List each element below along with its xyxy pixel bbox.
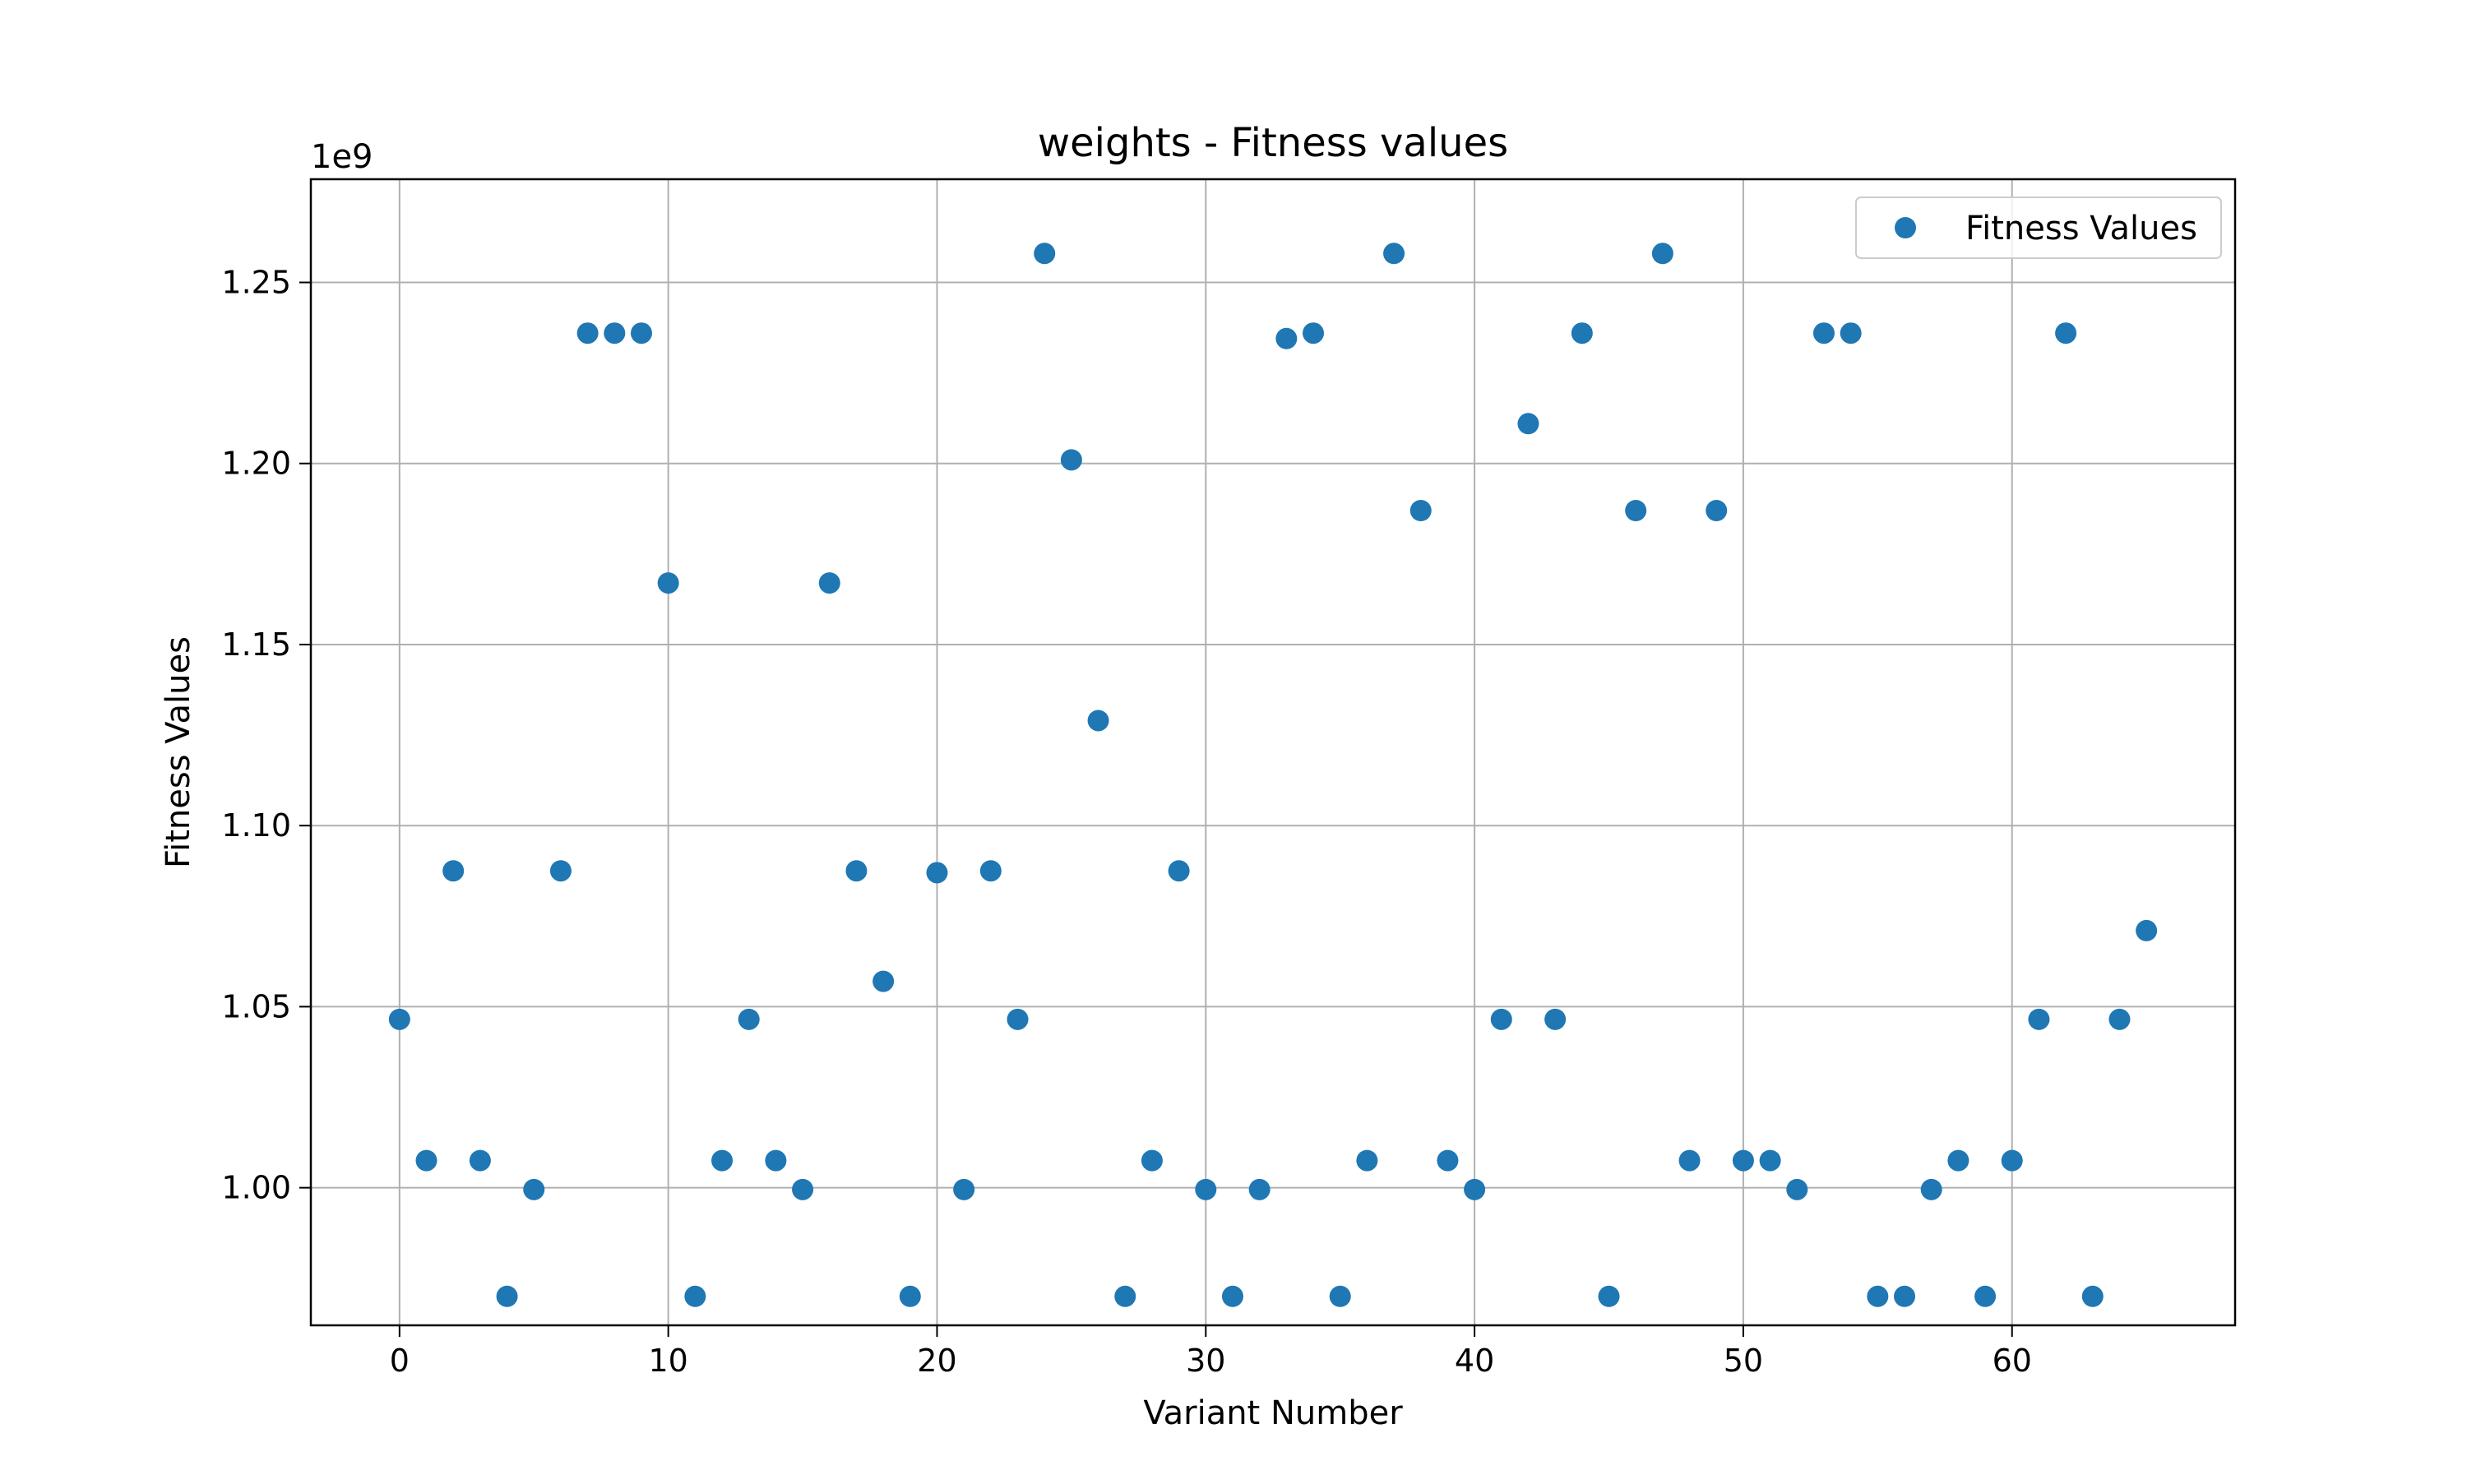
data-point: [1651, 243, 1673, 265]
data-point: [1383, 243, 1405, 265]
data-point: [765, 1149, 787, 1172]
data-point: [1007, 1008, 1029, 1030]
data-points: [388, 243, 2158, 1307]
data-point: [2081, 1285, 2104, 1307]
data-point: [845, 860, 868, 882]
data-point: [1974, 1285, 1997, 1307]
data-point: [1329, 1285, 1351, 1307]
data-point: [576, 322, 599, 344]
data-point: [818, 572, 840, 594]
data-point: [2001, 1149, 2023, 1172]
data-point: [442, 860, 465, 882]
y-axis-label: Fitness Values: [160, 636, 197, 868]
data-point: [1732, 1149, 1754, 1172]
x-tick-label: 0: [390, 1343, 410, 1379]
data-point: [1490, 1008, 1512, 1030]
x-tick-label: 20: [917, 1343, 956, 1379]
data-point: [1248, 1178, 1271, 1200]
data-point: [2136, 919, 2158, 941]
plot-frame: [309, 178, 2237, 1327]
y-tick-label: 1.20: [221, 446, 291, 482]
data-point: [1759, 1149, 1781, 1172]
y-tick-label: 1.10: [221, 807, 291, 844]
data-point: [523, 1178, 545, 1200]
data-point: [1920, 1178, 1942, 1200]
data-point: [872, 970, 895, 992]
x-tick-label: 60: [1993, 1343, 2032, 1379]
data-point: [1060, 449, 1082, 471]
y-tick-label: 1.00: [221, 1170, 291, 1206]
data-point: [1706, 500, 1728, 522]
chart-title: weights - Fitness values: [1038, 120, 1508, 166]
x-tick-label: 50: [1724, 1343, 1763, 1379]
x-tick-label: 40: [1455, 1343, 1494, 1379]
data-point: [1168, 860, 1190, 882]
x-axis-label: Variant Number: [1143, 1394, 1403, 1432]
data-point: [1114, 1285, 1136, 1307]
data-point: [1894, 1285, 1916, 1307]
data-point: [496, 1285, 518, 1307]
data-point: [1571, 322, 1593, 344]
data-point: [1409, 500, 1432, 522]
data-point: [792, 1178, 814, 1200]
data-point: [604, 322, 626, 344]
data-point: [1678, 1149, 1701, 1172]
legend-box: [1855, 196, 2222, 259]
data-point: [926, 862, 948, 884]
data-point: [1303, 322, 1325, 344]
data-point: [684, 1285, 706, 1307]
data-point: [1544, 1008, 1567, 1030]
legend: Fitness Values: [1855, 196, 2222, 259]
data-point: [1517, 413, 1539, 435]
legend-marker: [1895, 217, 1916, 238]
data-point: [953, 1178, 975, 1200]
data-point: [630, 322, 652, 344]
data-point: [1867, 1285, 1889, 1307]
y-tick-label: 1.25: [221, 265, 291, 301]
x-tick-label: 10: [648, 1343, 687, 1379]
data-point: [738, 1008, 760, 1030]
data-point: [1786, 1178, 1808, 1200]
legend-label: Fitness Values: [1965, 210, 2197, 247]
data-point: [388, 1008, 410, 1030]
data-point: [1625, 500, 1647, 522]
data-point: [1275, 327, 1298, 349]
data-point: [1141, 1149, 1163, 1172]
data-point: [979, 860, 1002, 882]
data-point: [711, 1149, 734, 1172]
data-point: [2028, 1008, 2050, 1030]
data-point: [1464, 1178, 1486, 1200]
y-axis-offset-label: 1e9: [311, 138, 373, 176]
data-point: [1437, 1149, 1459, 1172]
data-point: [2108, 1008, 2131, 1030]
data-point: [1034, 243, 1056, 265]
data-point: [1812, 322, 1835, 344]
data-point: [899, 1285, 921, 1307]
data-point: [1840, 322, 1862, 344]
axis-ticks: 0 10 20 30 40 50 60 1.00 1.05 1.10 1.15 1.20 1.25: [221, 265, 2032, 1379]
data-point: [415, 1149, 437, 1172]
data-point: [657, 572, 679, 594]
data-point: [1195, 1178, 1217, 1200]
x-tick-label: 30: [1186, 1343, 1225, 1379]
data-point: [1087, 710, 1109, 732]
y-tick-label: 1.05: [221, 988, 291, 1024]
data-point: [1598, 1285, 1620, 1307]
data-point: [469, 1149, 491, 1172]
data-point: [1221, 1285, 1243, 1307]
data-point: [1356, 1149, 1378, 1172]
data-point: [549, 860, 572, 882]
data-point: [1947, 1149, 1969, 1172]
grid-lines: [311, 179, 2235, 1325]
y-tick-label: 1.15: [221, 626, 291, 663]
data-point: [2055, 322, 2077, 344]
